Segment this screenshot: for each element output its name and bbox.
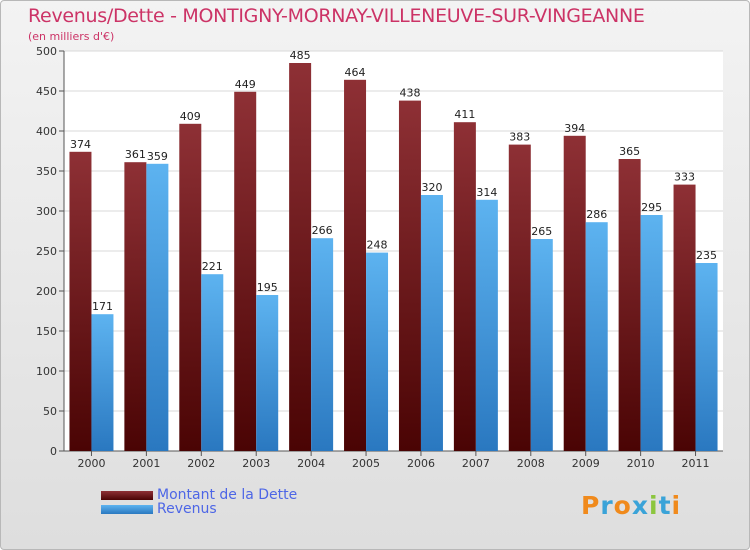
bar-revenue: [530, 239, 553, 451]
x-tick-label: 2008: [517, 457, 545, 470]
bar-debt: [618, 159, 641, 451]
logo-letter: i: [649, 491, 659, 520]
y-tick-label: 450: [36, 85, 57, 98]
bar-debt: [234, 91, 257, 452]
y-tick-label: 300: [36, 205, 57, 218]
y-tick-label: 100: [36, 365, 57, 378]
x-tick-label: 2000: [77, 457, 105, 470]
bar-debt: [563, 135, 586, 452]
proxiti-logo: Proxiti: [581, 491, 681, 520]
legend-swatch-revenue: [101, 504, 153, 514]
data-label-revenue: 195: [257, 281, 278, 294]
data-label-debt: 333: [674, 171, 695, 184]
x-tick-label: 2011: [682, 457, 710, 470]
data-label-revenue: 266: [312, 224, 333, 237]
bar-debt: [69, 151, 92, 452]
x-tick-label: 2009: [572, 457, 600, 470]
data-label-debt: 449: [235, 78, 256, 91]
data-label-debt: 464: [345, 66, 366, 79]
bar-debt: [289, 63, 312, 451]
data-label-revenue: 221: [202, 260, 223, 273]
bar-debt: [124, 162, 147, 451]
chart-title: Revenus/Dette - MONTIGNY-MORNAY-VILLENEU…: [28, 5, 645, 27]
bar-revenue: [695, 263, 718, 451]
bar-revenue: [256, 295, 279, 451]
bar-revenue: [475, 199, 498, 451]
data-label-debt: 361: [125, 148, 146, 161]
bar-debt: [179, 123, 202, 452]
bar-revenue: [91, 314, 114, 451]
x-tick-label: 2006: [407, 457, 435, 470]
data-label-revenue: 265: [531, 225, 552, 238]
data-label-revenue: 235: [696, 249, 717, 262]
logo-letter: x: [631, 491, 649, 520]
bar-revenue: [420, 195, 443, 451]
bar-debt: [344, 79, 367, 452]
data-label-revenue: 320: [421, 181, 442, 194]
bar-revenue: [311, 238, 334, 451]
data-label-revenue: 286: [586, 208, 607, 221]
logo-letter: i: [671, 491, 682, 520]
bar-revenue: [201, 274, 224, 451]
logo-letter: P: [581, 491, 601, 520]
data-label-revenue: 314: [476, 186, 497, 199]
data-label-debt: 438: [399, 87, 420, 100]
bar-debt: [508, 144, 531, 451]
logo-letter: o: [613, 491, 632, 520]
data-label-debt: 411: [454, 108, 475, 121]
x-tick-label: 2001: [132, 457, 160, 470]
legend-swatch-debt: [101, 490, 153, 500]
data-label-revenue: 248: [367, 239, 388, 252]
y-tick-label: 0: [50, 445, 57, 458]
bar-revenue: [585, 222, 608, 451]
chart-subtitle: (en milliers d'€): [28, 30, 115, 43]
x-tick-label: 2003: [242, 457, 270, 470]
data-label-debt: 374: [70, 138, 91, 151]
x-tick-label: 2010: [627, 457, 655, 470]
x-tick-label: 2002: [187, 457, 215, 470]
y-tick-label: 350: [36, 165, 57, 178]
bar-debt: [673, 184, 696, 451]
logo-letter: t: [658, 491, 672, 520]
x-tick-label: 2004: [297, 457, 325, 470]
y-tick-label: 500: [36, 45, 57, 58]
data-label-debt: 365: [619, 145, 640, 158]
y-tick-label: 200: [36, 285, 57, 298]
data-label-debt: 409: [180, 110, 201, 123]
data-label-revenue: 295: [641, 201, 662, 214]
x-tick-label: 2007: [462, 457, 490, 470]
bar-revenue: [640, 215, 663, 451]
x-tick-label: 2005: [352, 457, 380, 470]
legend-label-revenue: Revenus: [157, 501, 217, 517]
legend-label-debt: Montant de la Dette: [157, 487, 298, 503]
bar-revenue: [146, 163, 169, 452]
data-label-debt: 394: [564, 122, 585, 135]
legend-item-revenue: Revenus: [101, 501, 297, 517]
logo-letter: r: [600, 491, 614, 520]
y-tick-label: 150: [36, 325, 57, 338]
bar-revenue: [366, 252, 389, 451]
legend: Montant de la Dette Revenus: [101, 487, 298, 517]
legend-item-debt: Montant de la Dette: [101, 487, 298, 503]
data-label-debt: 485: [290, 49, 311, 62]
y-tick-label: 400: [36, 125, 57, 138]
data-label-revenue: 171: [92, 300, 113, 313]
bar-debt: [453, 122, 476, 451]
data-label-debt: 383: [509, 131, 530, 144]
data-label-revenue: 359: [147, 150, 168, 163]
y-tick-label: 50: [43, 405, 57, 418]
y-tick-label: 250: [36, 245, 57, 258]
bar-debt: [398, 100, 421, 451]
